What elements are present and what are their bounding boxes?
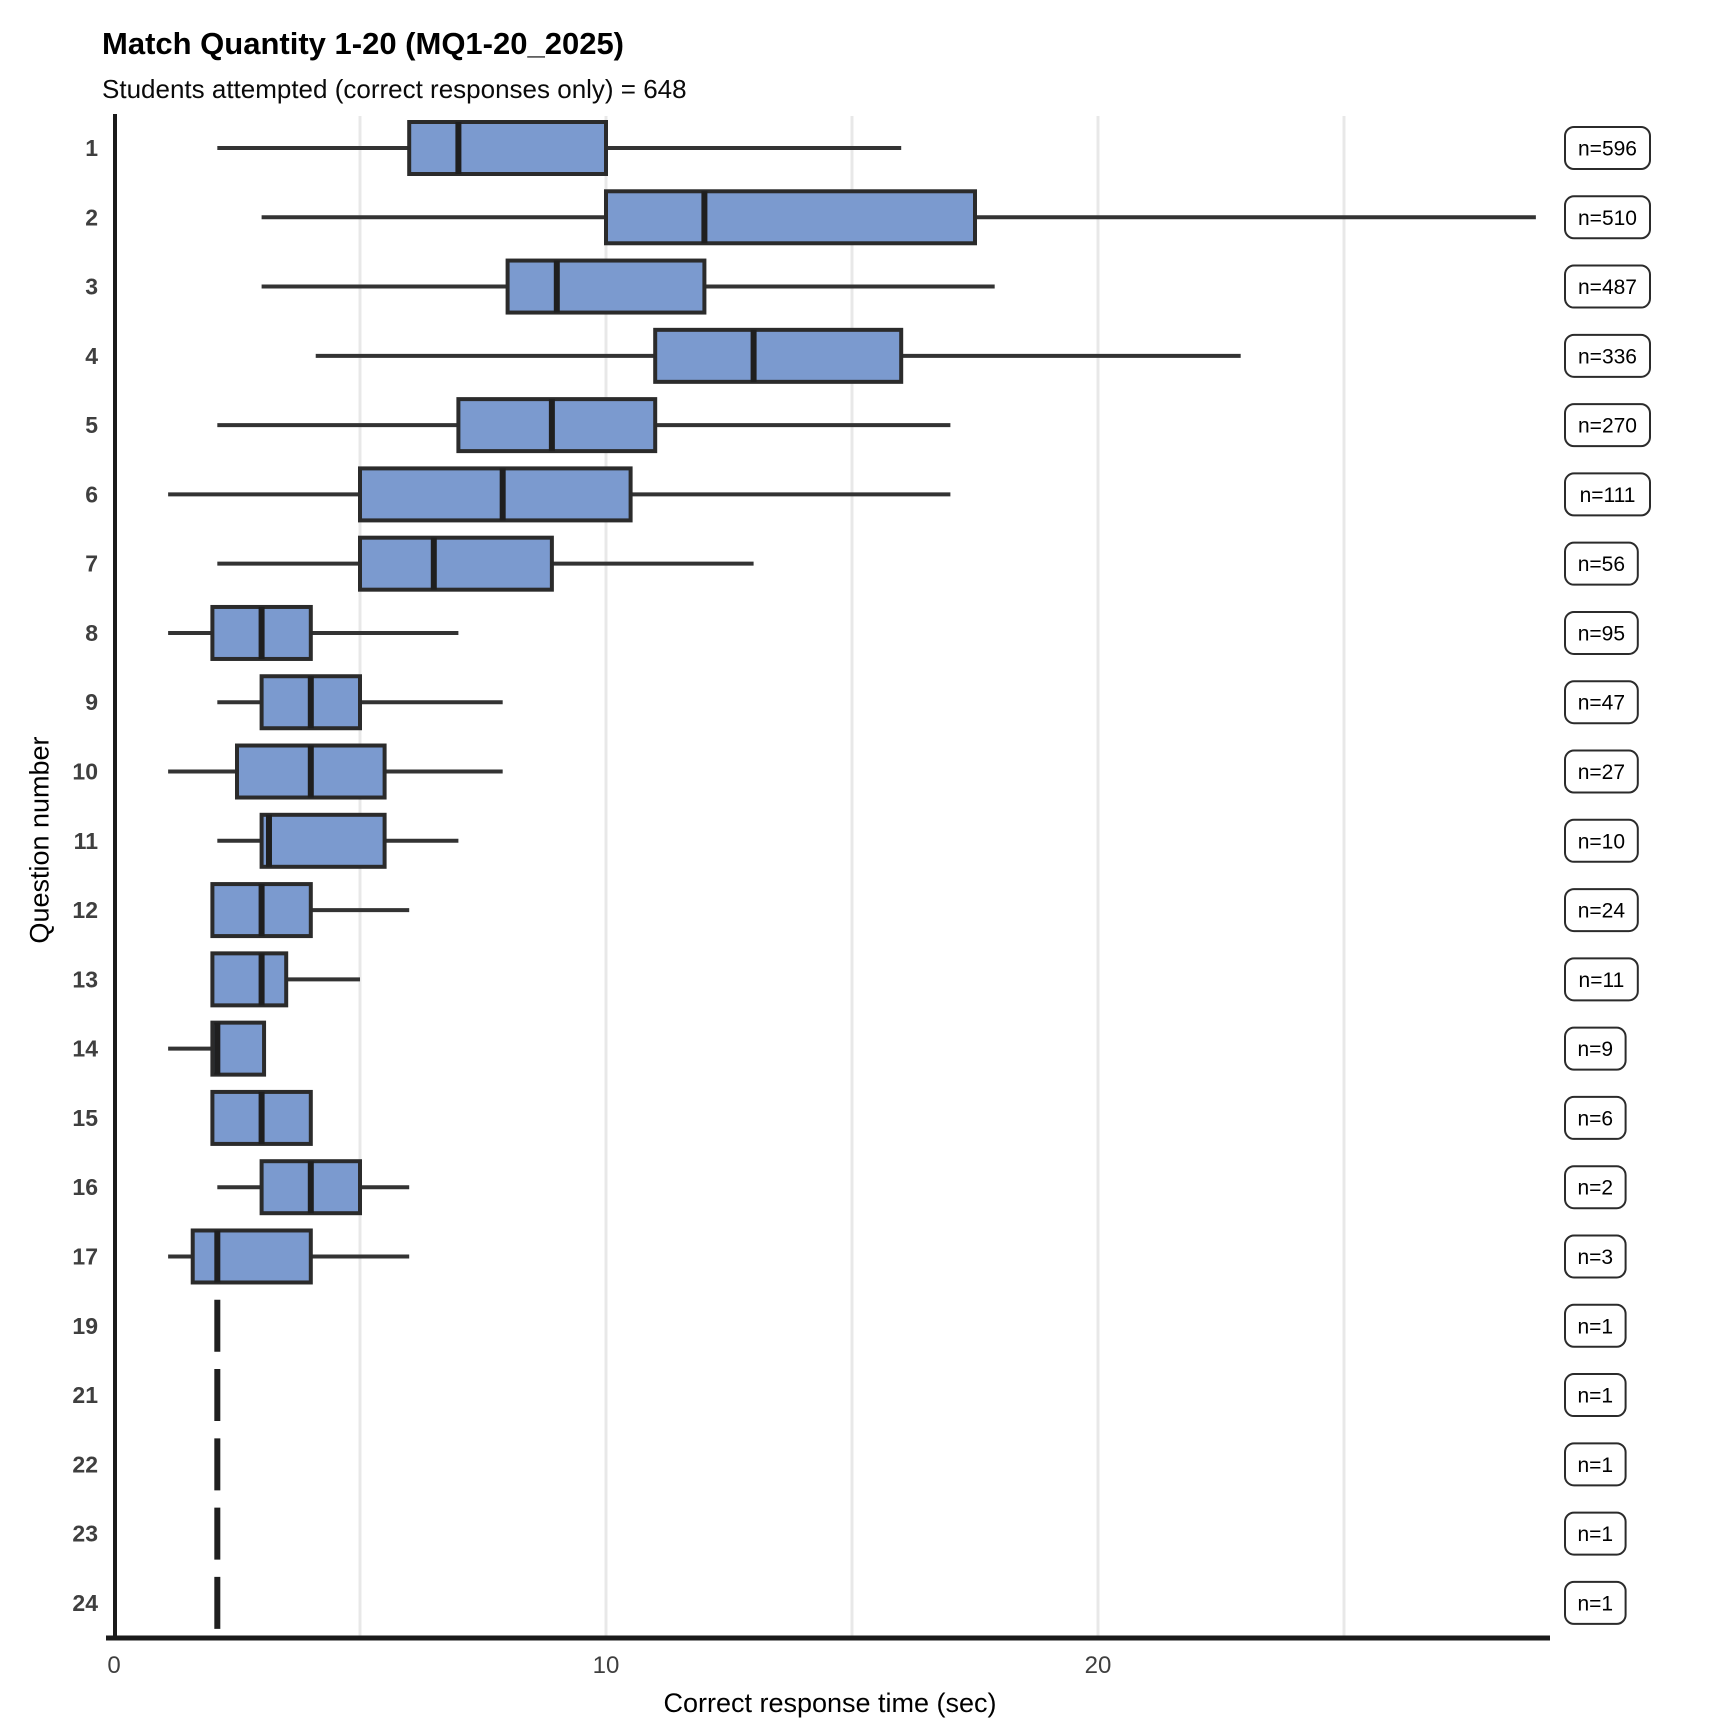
box	[604, 189, 977, 246]
n-label-box	[1564, 472, 1651, 517]
n-label: n=270	[1578, 415, 1637, 438]
n-label: n=24	[1578, 900, 1626, 923]
y-tick-label: 14	[72, 1036, 98, 1062]
n-label: n=1	[1577, 1523, 1613, 1546]
n-label-box	[1564, 1373, 1627, 1418]
n-label-box	[1564, 1303, 1627, 1348]
n-label-box	[1564, 680, 1639, 725]
n-label-box	[1564, 264, 1651, 309]
n-label: n=1	[1577, 1454, 1613, 1477]
box	[358, 466, 633, 523]
x-tick-label: 0	[107, 1652, 120, 1679]
n-label-box	[1564, 1165, 1627, 1210]
n-label: n=6	[1577, 1107, 1613, 1130]
box	[210, 951, 289, 1008]
n-label-box	[1564, 1026, 1627, 1071]
box	[456, 397, 658, 454]
n-label-box	[1564, 1095, 1627, 1140]
y-tick-label: 12	[72, 897, 98, 923]
n-label-box	[1564, 749, 1639, 794]
box	[505, 258, 707, 315]
n-label: n=1	[1577, 1592, 1613, 1615]
box	[653, 327, 904, 384]
y-tick-label: 9	[85, 689, 98, 715]
box	[190, 1228, 313, 1285]
y-tick-label: 16	[72, 1174, 98, 1200]
n-label: n=95	[1578, 622, 1625, 645]
n-label: n=1	[1577, 1315, 1613, 1338]
page-title: Match Quantity 1-20 (MQ1-20_2025)	[102, 26, 625, 61]
x-tick-label: 10	[593, 1652, 620, 1679]
y-axis-title: Question number	[24, 736, 55, 944]
y-tick-label: 1	[85, 135, 98, 161]
n-label: n=56	[1578, 553, 1625, 576]
x-axis-title: Correct response time (sec)	[663, 1688, 997, 1718]
n-label: n=336	[1578, 345, 1637, 368]
n-label-box	[1564, 126, 1651, 170]
y-tick-label: 2	[85, 204, 98, 230]
n-label-box	[1564, 1234, 1627, 1279]
y-tick-label: 15	[72, 1105, 98, 1131]
y-tick-label: 5	[85, 412, 98, 438]
y-tick-label: 11	[74, 828, 99, 854]
box	[210, 1020, 267, 1077]
n-label-box	[1564, 403, 1651, 448]
y-tick-label: 7	[85, 551, 98, 577]
n-label-box	[1564, 1511, 1627, 1556]
y-tick-label: 23	[72, 1521, 98, 1547]
n-label: n=47	[1578, 692, 1625, 715]
n-label: n=3	[1577, 1246, 1613, 1269]
y-tick-label: 21	[72, 1382, 98, 1408]
n-label: n=111	[1580, 484, 1636, 507]
n-label-box	[1564, 818, 1639, 863]
n-label-box	[1564, 888, 1639, 933]
n-label-box	[1564, 541, 1639, 586]
page-subtitle: Students attempted (correct responses on…	[102, 74, 687, 104]
y-tick-label: 3	[85, 274, 98, 300]
n-label-box	[1564, 195, 1651, 240]
y-tick-label: 6	[85, 481, 98, 507]
y-tick-label: 24	[72, 1590, 98, 1616]
box	[259, 812, 387, 869]
n-label-box	[1564, 1442, 1627, 1487]
n-label: n=487	[1578, 276, 1637, 299]
y-tick-label: 22	[72, 1451, 98, 1477]
n-label: n=2	[1577, 1177, 1613, 1200]
y-tick-label: 4	[85, 343, 98, 369]
n-label: n=10	[1578, 830, 1625, 853]
n-label: n=27	[1578, 761, 1625, 784]
y-tick-label: 19	[72, 1313, 98, 1339]
n-label: n=1	[1577, 1385, 1613, 1408]
y-tick-label: 13	[72, 966, 98, 992]
n-label-box	[1564, 333, 1651, 378]
y-tick-label: 8	[85, 620, 98, 646]
y-tick-label: 17	[72, 1243, 98, 1269]
n-label: n=11	[1579, 969, 1625, 992]
y-tick-label: 10	[72, 759, 98, 785]
n-label-box	[1564, 1580, 1627, 1625]
x-tick-label: 20	[1085, 1652, 1112, 1679]
box	[358, 535, 554, 592]
n-label: n=9	[1577, 1038, 1613, 1061]
n-label: n=510	[1578, 207, 1637, 230]
n-label-box	[1564, 957, 1639, 1002]
n-label-box	[1564, 610, 1639, 655]
box	[407, 120, 609, 176]
n-label: n=596	[1578, 138, 1637, 161]
